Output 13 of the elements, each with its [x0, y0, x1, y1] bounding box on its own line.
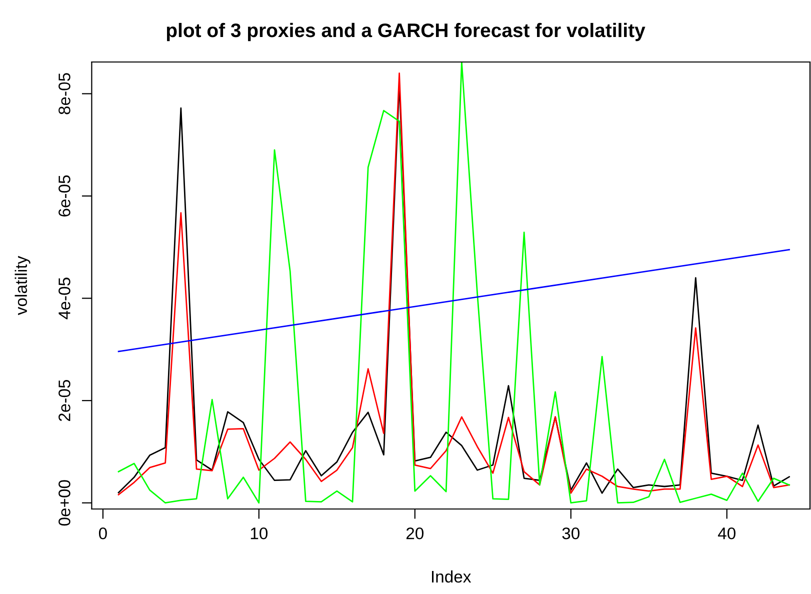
y-tick-label: 4e-05: [58, 278, 70, 320]
y-tick-label: 6e-05: [58, 175, 70, 216]
y-axis-title: volatility: [14, 256, 30, 316]
x-tick-label: 0: [98, 527, 107, 540]
y-tick-label: 2e-05: [58, 380, 70, 422]
y-tick-label: 8e-05: [58, 73, 70, 114]
x-tick-label: 20: [406, 527, 424, 540]
x-tick-label: 10: [250, 527, 268, 540]
y-tick-label: 0e+00: [58, 480, 70, 526]
x-tick-label: 30: [562, 527, 580, 540]
x-axis-title: Index: [432, 570, 472, 583]
chart-title: plot of 3 proxies and a GARCH forecast for volatility: [166, 22, 646, 42]
x-tick-label: 40: [718, 527, 736, 540]
